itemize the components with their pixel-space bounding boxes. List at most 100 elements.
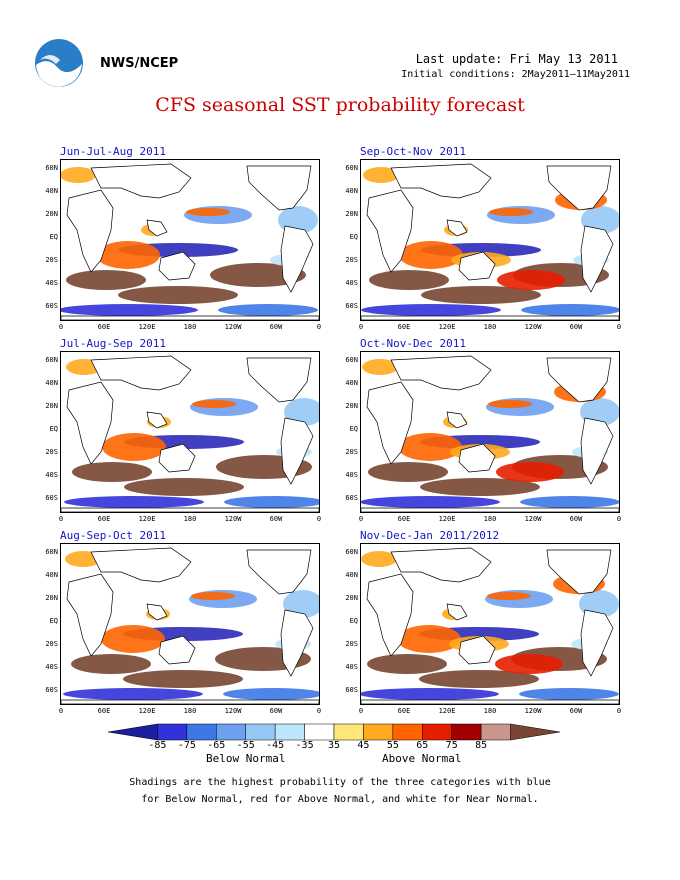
probability-region: [61, 167, 96, 183]
panel-title: Jun-Jul-Aug 2011: [60, 145, 166, 158]
longitude-label: 180: [483, 515, 497, 523]
probability-region: [361, 304, 501, 316]
probability-region: [223, 688, 319, 700]
probability-region: [368, 462, 448, 482]
noaa-logo: [35, 39, 83, 87]
last-update: Last update: Fri May 13 2011: [415, 52, 618, 66]
latitude-label: 20N: [345, 402, 358, 410]
probability-region: [124, 478, 244, 496]
probability-region: [191, 592, 235, 600]
probability-region: [283, 590, 319, 618]
landmass: [580, 609, 614, 677]
colorbar-swatch: [108, 723, 158, 741]
longitude-label: 0: [616, 515, 622, 523]
longitude-label: 60W: [569, 323, 583, 331]
landmass: [546, 357, 612, 403]
probability-region: [497, 270, 565, 290]
probability-region: [397, 625, 461, 653]
longitude-label: 120E: [438, 323, 456, 331]
probability-region: [519, 688, 619, 700]
landmass: [66, 381, 114, 465]
colorbar-tick-label: 35: [327, 740, 341, 751]
probability-region: [487, 592, 531, 600]
probability-region: [186, 208, 230, 216]
longitude-label: 60W: [269, 323, 283, 331]
probability-region: [210, 263, 306, 287]
legend-note-line: for Below Normal, red for Above Normal, …: [141, 794, 539, 805]
probability-region: [521, 304, 619, 316]
latitude-label: 20S: [345, 256, 358, 264]
colorbar-tick-label: 55: [386, 740, 399, 751]
landmass: [580, 417, 614, 485]
landmass: [361, 315, 619, 320]
latitude-label: 20S: [45, 640, 58, 648]
latitude-label: 60S: [45, 686, 58, 694]
longitude-label: 60E: [397, 707, 411, 715]
legend-note-line: Shadings are the highest probability of …: [129, 777, 551, 788]
longitude-label: 60W: [269, 515, 283, 523]
initial-conditions: Initial conditions: 2May2011–11May2011: [401, 69, 630, 80]
above-normal-label: Above Normal: [382, 752, 462, 765]
landmass: [361, 699, 619, 704]
longitude-label: 120W: [224, 707, 242, 715]
colorbar-swatch: [333, 723, 364, 741]
longitude-label: 180: [183, 515, 197, 523]
colorbar-tick-label: 85: [475, 740, 488, 751]
longitude-label: 0: [358, 515, 364, 523]
colorbar-swatch: [422, 723, 452, 741]
longitude-label: 60W: [569, 515, 583, 523]
landmass: [90, 355, 192, 391]
colorbar-tick-label: 75: [445, 740, 458, 751]
longitude-label: 0: [58, 515, 64, 523]
probability-region: [496, 462, 564, 482]
landmass: [61, 315, 319, 320]
longitude-label: 0: [616, 707, 622, 715]
sst-map: [60, 159, 320, 321]
latitude-label: EQ: [49, 233, 58, 241]
latitude-label: 40N: [345, 379, 358, 387]
latitude-label: 60S: [345, 302, 358, 310]
landmass: [158, 635, 196, 665]
longitude-label: 60E: [97, 515, 111, 523]
landmass: [366, 189, 414, 273]
longitude-label: 120W: [524, 707, 542, 715]
latitude-label: 60N: [345, 164, 358, 172]
colorbar-swatch: [216, 723, 246, 741]
longitude-label: 0: [316, 323, 322, 331]
landmass: [366, 381, 414, 465]
longitude-label: 120E: [438, 515, 456, 523]
landmass: [61, 507, 319, 512]
longitude-label: 120W: [524, 515, 542, 523]
longitude-label: 60E: [97, 707, 111, 715]
latitude-label: 20S: [345, 640, 358, 648]
longitude-label: 0: [58, 707, 64, 715]
landmass: [390, 163, 492, 199]
landmass: [280, 225, 314, 293]
landmass: [246, 549, 312, 595]
colorbar-swatch: [451, 723, 482, 741]
landmass: [361, 507, 619, 512]
latitude-label: 40N: [345, 571, 358, 579]
probability-region: [369, 270, 449, 290]
colorbar-swatch: [392, 723, 423, 741]
latitude-label: 20N: [45, 594, 58, 602]
colorbar-tick-label: -55: [236, 740, 255, 751]
probability-region: [64, 496, 204, 508]
probability-region: [63, 688, 203, 700]
landmass: [61, 699, 319, 704]
latitude-label: 40S: [345, 279, 358, 287]
probability-region: [361, 551, 397, 567]
longitude-label: 120E: [138, 515, 156, 523]
landmass: [90, 163, 192, 199]
landmass: [280, 417, 314, 485]
longitude-label: 180: [183, 707, 197, 715]
probability-region: [362, 359, 398, 375]
probability-region: [489, 208, 533, 216]
colorbar-swatch: [510, 723, 560, 741]
landmass: [546, 165, 612, 211]
latitude-label: 40S: [345, 663, 358, 671]
latitude-label: EQ: [349, 425, 358, 433]
longitude-label: 0: [58, 323, 64, 331]
longitude-label: 60E: [397, 323, 411, 331]
latitude-label: 40N: [45, 379, 58, 387]
